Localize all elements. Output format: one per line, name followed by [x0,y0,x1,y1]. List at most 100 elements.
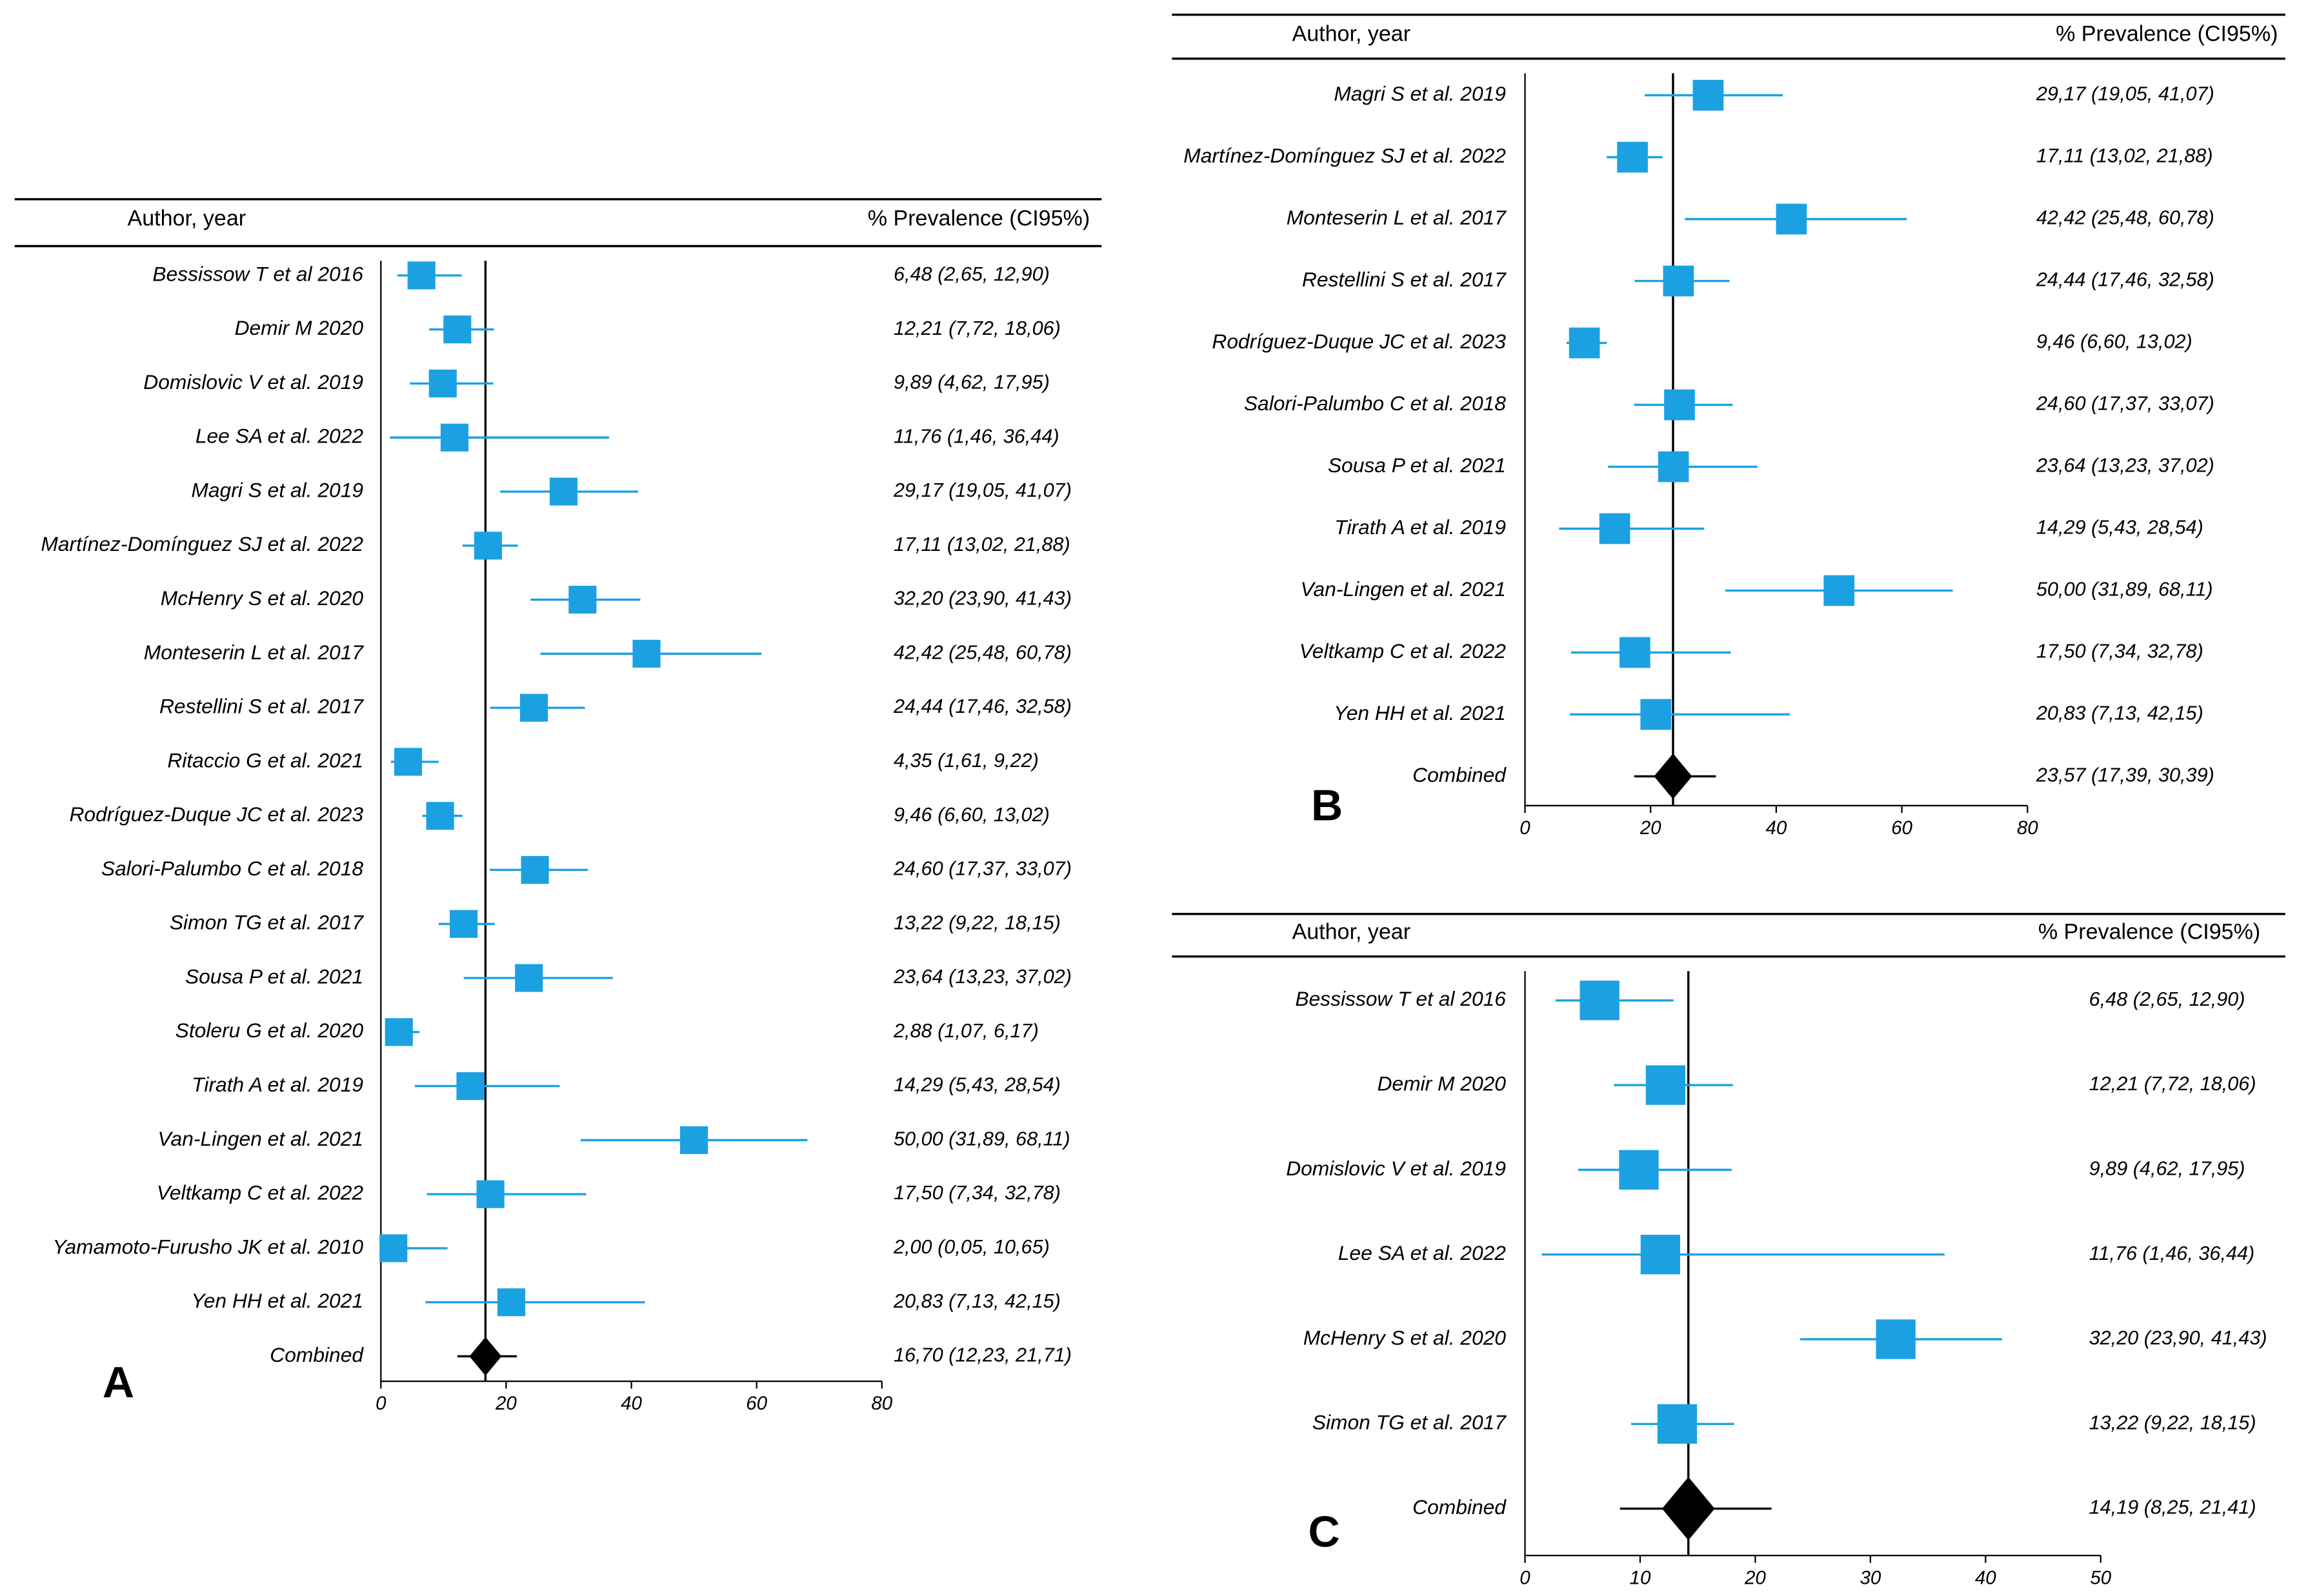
value-label: 20,83 (7,13, 42,15) [2036,703,2203,724]
study-name: Bessissow T et al 2016 [1295,987,1506,1010]
study-name: Yen HH et al. 2021 [1334,701,1506,724]
study-name: Domislovic V et al. 2019 [1286,1157,1506,1180]
estimate-square [1657,1404,1698,1444]
value-label: 13,22 (9,22, 18,15) [2089,1411,2256,1433]
study-name: Tirath A et al. 2019 [192,1073,363,1096]
estimate-square [428,369,457,398]
x-tick-label: 60 [1891,817,1912,839]
estimate-square [1776,203,1807,235]
study-name: Yamamoto-Furusho JK et al. 2010 [53,1235,364,1258]
value-label: 50,00 (31,89, 68,11) [894,1128,1070,1150]
x-tick-label: 0 [1520,817,1530,839]
estimate-square [394,748,423,776]
study-name: McHenry S et al. 2020 [161,586,364,610]
column-header: % Prevalence (CI95%) [868,206,1090,231]
study-name: Lee SA et al. 2022 [196,424,364,448]
study-name: Veltkamp C et al. 2022 [157,1181,364,1204]
x-tick-label: 80 [871,1393,892,1414]
value-label: 13,22 (9,22, 18,15) [894,912,1061,933]
column-header: Author, year [128,206,246,231]
value-label: 23,64 (13,23, 37,02) [893,966,1072,988]
estimate-square [443,315,472,344]
column-header: % Prevalence (CI95%) [2056,22,2278,46]
panel-label: A [103,1358,134,1407]
estimate-square [1663,265,1694,297]
estimate-square [1619,1150,1659,1190]
estimate-square [515,964,543,992]
x-tick-label: 20 [495,1393,517,1414]
value-label: 2,00 (0,05, 10,65) [893,1236,1050,1258]
value-label: 42,42 (25,48, 60,78) [894,641,1072,663]
study-name: Combined [1412,1495,1507,1519]
estimate-square [1692,79,1724,111]
column-header: Author, year [1292,919,1411,944]
x-tick-label: 10 [1630,1567,1651,1588]
value-label: 16,70 (12,23, 21,71) [894,1344,1072,1366]
study-name: Monteserin L et al. 2017 [144,641,365,664]
estimate-square [426,802,454,830]
study-name: Van-Lingen et al. 2021 [1300,577,1506,601]
value-label: 12,21 (7,72, 18,06) [894,317,1061,339]
estimate-square [1620,637,1650,668]
value-label: 24,60 (17,37, 33,07) [893,858,1072,880]
value-label: 9,89 (4,62, 17,95) [2089,1157,2245,1179]
study-name: Rodríguez-Duque JC et al. 2023 [1212,330,1506,353]
value-label: 9,46 (6,60, 13,02) [2036,331,2192,353]
study-name: Yen HH et al. 2021 [191,1289,363,1312]
study-name: Simon TG et al. 2017 [170,911,364,934]
value-label: 6,48 (2,65, 12,90) [894,263,1050,285]
value-label: 32,20 (23,90, 41,43) [2089,1327,2267,1349]
estimate-square [379,1234,408,1262]
study-name: Rodríguez-Duque JC et al. 2023 [69,803,363,826]
estimate-square [440,423,469,452]
estimate-square [1664,389,1695,421]
value-label: 14,29 (5,43, 28,54) [894,1074,1061,1096]
value-label: 4,35 (1,61, 9,22) [894,750,1039,772]
study-name: Lee SA et al. 2022 [1338,1241,1507,1264]
x-tick-label: 0 [376,1393,386,1414]
study-name: Salori-Palumbo C et al. 2018 [1244,392,1506,415]
study-name: Demir M 2020 [1377,1072,1506,1095]
x-tick-label: 0 [1520,1567,1530,1588]
study-name: Tirath A et al. 2019 [1334,515,1506,539]
value-label: 42,42 (25,48, 60,78) [2036,207,2214,229]
x-tick-label: 30 [1860,1567,1881,1588]
value-label: 2,88 (1,07, 6,17) [893,1020,1039,1042]
x-tick-label: 40 [1975,1567,1996,1588]
study-name: Veltkamp C et al. 2022 [1299,639,1507,663]
study-name: Martínez-Domínguez SJ et al. 2022 [41,532,363,555]
value-label: 14,19 (8,25, 21,41) [2089,1497,2256,1519]
x-tick-label: 20 [1744,1567,1766,1588]
study-name: Stoleru G et al. 2020 [176,1019,364,1042]
value-label: 6,48 (2,65, 12,90) [2089,988,2245,1010]
estimate-square [680,1126,708,1154]
estimate-square [521,855,549,884]
value-label: 9,46 (6,60, 13,02) [894,804,1050,826]
value-label: 23,64 (13,23, 37,02) [2036,455,2214,477]
combined-diamond [469,1337,502,1376]
estimate-square [1599,513,1630,544]
estimate-square [476,1180,505,1208]
estimate-square [1645,1065,1686,1105]
value-label: 17,11 (13,02, 21,88) [2036,145,2213,167]
study-name: Ritaccio G et al. 2021 [167,748,363,772]
study-name: Combined [270,1343,364,1366]
estimate-square [519,693,548,722]
value-label: 17,50 (7,34, 32,78) [2036,641,2203,663]
study-name: Restellini S et al. 2017 [159,695,364,718]
estimate-square [549,477,577,506]
estimate-square [456,1072,485,1101]
estimate-square [1640,1235,1681,1275]
column-header: % Prevalence (CI95%) [2038,919,2260,944]
value-label: 24,44 (17,46, 32,58) [893,695,1072,717]
value-label: 11,76 (1,46, 36,44) [894,425,1059,447]
x-tick-label: 40 [621,1393,642,1414]
x-tick-label: 20 [1640,817,1661,839]
value-label: 9,89 (4,62, 17,95) [894,372,1050,394]
study-name: Domislovic V et al. 2019 [143,370,363,394]
study-name: Monteserin L et al. 2017 [1287,206,1507,229]
combined-diamond [1661,1477,1715,1541]
estimate-square [1569,327,1600,359]
